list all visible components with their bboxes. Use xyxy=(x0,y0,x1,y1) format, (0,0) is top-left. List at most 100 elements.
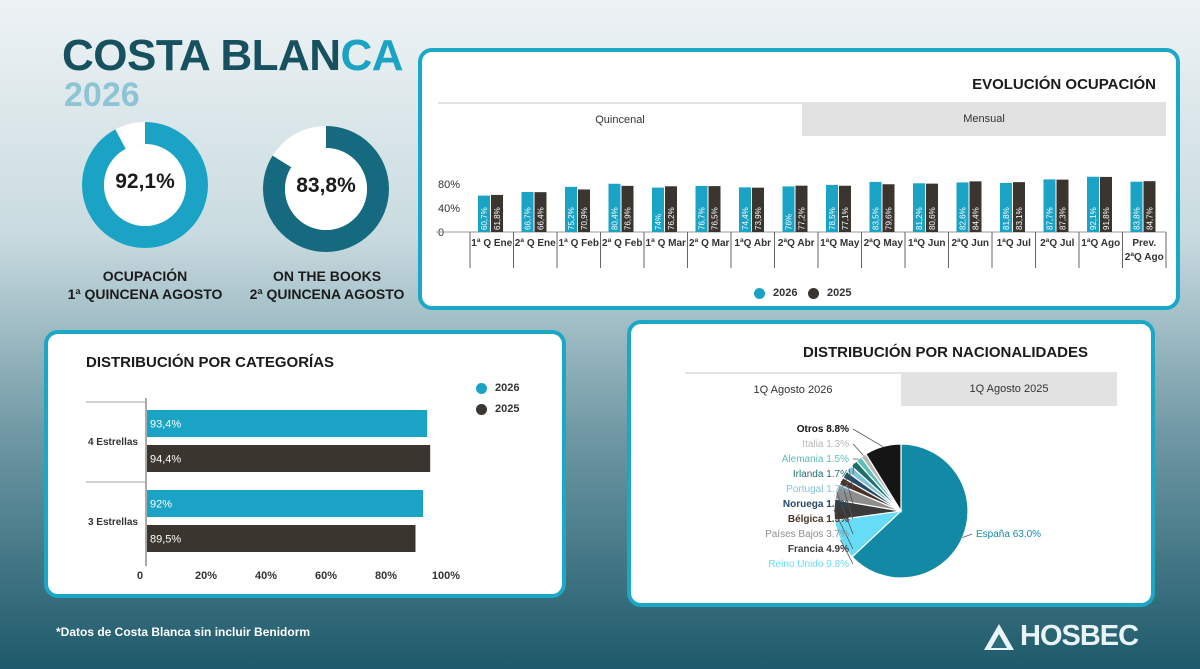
bar-2026 xyxy=(478,195,490,232)
pie-leader-line xyxy=(840,539,854,565)
nationalities-tabs: 1Q Agosto 2026 1Q Agosto 2025 xyxy=(685,372,1117,406)
bar-data-label: 60,7% xyxy=(480,207,489,230)
pie-leader-line xyxy=(852,428,883,447)
bar-2025 xyxy=(578,189,590,232)
pie-slice-label: Irlanda 1.7% xyxy=(793,469,849,480)
y-tick-label: 0 xyxy=(438,227,444,239)
bar-data-label: 75,2% xyxy=(567,207,576,230)
triangle-logo-icon xyxy=(984,623,1014,650)
bar-data-label: 61,8% xyxy=(493,207,502,230)
pie-leader-line xyxy=(840,481,854,520)
bar-2026 xyxy=(1000,182,1012,232)
legend-2026: 2026 xyxy=(754,287,797,299)
x-tick-label: 1ªQ Jul xyxy=(997,238,1031,249)
hosbec-logo: HOSBEC xyxy=(982,620,1139,653)
bar-2026 xyxy=(826,184,838,232)
category-label: 4 Estrellas xyxy=(88,437,138,448)
pie-slice-label: Francia 4.9% xyxy=(788,544,849,555)
bar-2026 xyxy=(1043,179,1056,232)
bar-data-label: 74% xyxy=(654,214,663,230)
kpi-donut-occupancy: 92,1% xyxy=(80,120,210,250)
bar-2025 xyxy=(839,185,851,232)
bar-data-label: 77,1% xyxy=(841,207,850,230)
pie-slice-label: Alemania 1.5% xyxy=(782,454,849,465)
title-text-accent: CA xyxy=(340,31,404,80)
legend-2025: 2025 xyxy=(476,403,519,415)
pie-slice-label: Italia 1.3% xyxy=(802,439,849,450)
x-tick-label: 1ª Q Mar xyxy=(646,238,686,249)
bar-2025 xyxy=(1100,176,1112,232)
bar-2026 xyxy=(782,186,795,232)
y-tick-label: 80% xyxy=(438,179,460,191)
kpi-caption-line: 2ª QUINCENA AGOSTO xyxy=(249,286,405,302)
x-tick-label: 2ªQ Jun xyxy=(951,238,989,249)
pie-slice-label: Portugal 1.7% xyxy=(786,484,849,495)
kpi-books-value: 83,8% xyxy=(296,174,356,197)
categories-card: DISTRIBUCIÓN POR CATEGORÍAS 2026 2025 0 2… xyxy=(44,330,566,598)
bar-2026 xyxy=(869,181,882,232)
bar-2026 xyxy=(521,191,534,232)
x-tick-label: 2ª Q Feb xyxy=(602,238,642,249)
tab-quincenal[interactable]: Quincenal xyxy=(438,102,802,136)
bar-data-label: 92% xyxy=(150,499,172,511)
bar-data-label: 76% xyxy=(785,214,794,230)
evolution-bar-chart: 0 40% 80% 60,7% 61,8% 1ª Q Ene 66,7% 66,4% 2ª Q … xyxy=(436,176,1167,268)
categories-bar-chart: 0 20% 40% 60% 80% 100% 4 Estrellas 93,4% 94,4% 3 … xyxy=(86,398,460,582)
pie-slice-label: España 63.0% xyxy=(976,529,1041,540)
pie-slice-label: Noruega 1.7% xyxy=(783,499,849,510)
kpi-occupancy-value: 92,1% xyxy=(115,170,175,193)
bar-2026 xyxy=(147,490,423,517)
bar-data-label: 87,7% xyxy=(1046,207,1055,230)
bar-data-label: 76,7% xyxy=(698,207,707,230)
legend-dot-2025 xyxy=(808,287,819,299)
legend-label: 2025 xyxy=(827,287,852,299)
bar-data-label: 76,9% xyxy=(624,207,633,230)
bar-data-label: 73,9% xyxy=(754,207,763,230)
tab-mensual[interactable]: Mensual xyxy=(963,113,1005,125)
bar-2026 xyxy=(608,183,621,232)
bar-data-label: 84,7% xyxy=(1146,207,1155,230)
bar-2025 xyxy=(926,183,938,232)
bar-2026 xyxy=(739,187,751,232)
legend-dot-2026 xyxy=(476,382,487,394)
x-tick-label: 2ª Q Ene xyxy=(515,238,556,249)
kpi-caption-line: 1ª QUINCENA AGOSTO xyxy=(67,286,223,302)
nationalities-title: DISTRIBUCIÓN POR NACIONALIDADES xyxy=(803,344,1089,361)
legend-2025: 2025 xyxy=(808,287,851,299)
bar-data-label: 87,3% xyxy=(1059,207,1068,230)
pie-slice-label: Bélgica 1.9% xyxy=(788,514,849,525)
categories-title: DISTRIBUCIÓN POR CATEGORÍAS xyxy=(86,354,335,371)
bar-data-label: 76,2% xyxy=(667,207,676,230)
footnote: *Datos de Costa Blanca sin incluir Benid… xyxy=(56,625,311,639)
legend-label: 2026 xyxy=(495,382,520,394)
bar-data-label: 93,4% xyxy=(150,419,181,431)
tab-1q-agosto-2025[interactable]: 1Q Agosto 2025 xyxy=(969,383,1049,395)
bar-data-label: 82,6% xyxy=(959,207,968,230)
bar-2026 xyxy=(1130,181,1143,232)
x-tick-label: 100% xyxy=(432,570,460,582)
donut-value-arc xyxy=(263,126,389,252)
pie-slice-label: Otros 8.8% xyxy=(797,424,849,435)
x-tick-label: 60% xyxy=(315,570,337,582)
tab-1q-agosto-2026[interactable]: 1Q Agosto 2026 xyxy=(685,372,901,406)
legend-dot-2026 xyxy=(754,287,765,299)
page-year: 2026 xyxy=(64,76,140,114)
pie-leader-line xyxy=(833,509,854,550)
bar-data-label: 66,7% xyxy=(524,207,533,230)
x-tick-label: 1ªQ Jun xyxy=(908,238,946,249)
bar-2025 xyxy=(147,525,416,552)
legend-label: 2025 xyxy=(495,403,520,415)
bar-2025 xyxy=(665,186,677,232)
donut-value-arc xyxy=(82,122,208,248)
evolution-title: EVOLUCIÓN OCUPACIÓN xyxy=(972,76,1156,93)
x-tick-label: 1ªQ Abr xyxy=(734,238,771,249)
bar-data-label: 94,4% xyxy=(150,454,181,466)
legend-2026: 2026 xyxy=(476,382,519,394)
x-tick-label: 1ªQ Ago xyxy=(1081,238,1120,249)
bar-2025 xyxy=(491,194,503,232)
bar-2026 xyxy=(913,183,925,232)
bar-data-label: 83,5% xyxy=(872,207,881,230)
bar-data-label: 89,5% xyxy=(150,534,181,546)
x-tick-label: 80% xyxy=(375,570,397,582)
bar-data-label: 81,2% xyxy=(915,207,924,230)
